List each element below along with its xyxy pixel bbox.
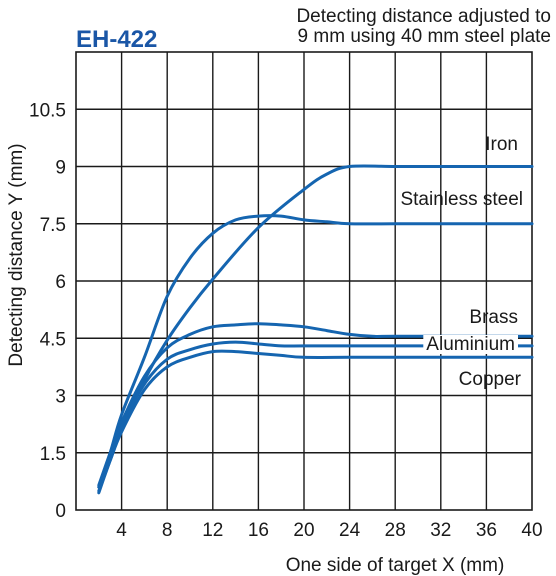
series-line-stainless-steel	[97, 214, 534, 489]
x-tick-label: 4	[116, 520, 127, 541]
y-tick-label: 9	[55, 158, 66, 179]
series-label-aluminium: Aluminium	[426, 334, 515, 355]
model-title: EH-422	[76, 26, 157, 53]
note-line-1: Detecting distance adjusted to	[296, 6, 551, 27]
x-tick-label: 8	[162, 520, 173, 541]
x-tick-label: 24	[339, 520, 361, 541]
series-label-stainless-steel: Stainless steel	[400, 189, 523, 210]
series-label-backing	[423, 335, 518, 354]
x-tick-labels: 4 8 12 16 20 24 28 32 36 40	[116, 520, 542, 541]
y-tick-label: 0	[55, 501, 66, 522]
series-label-iron: Iron	[485, 134, 518, 155]
series-labels: Iron Stainless steel Brass Aluminium Copper	[400, 134, 523, 390]
x-tick-label: 36	[476, 520, 497, 541]
y-axis-label: Detecting distance Y (mm)	[6, 143, 27, 366]
series-line-copper	[97, 349, 534, 495]
series-line-brass	[97, 322, 534, 487]
series-line-aluminium	[97, 340, 534, 489]
y-tick-labels: 0 1.5 3 4.5 6 7.5 9 10.5	[29, 100, 66, 522]
y-tick-label: 7.5	[40, 215, 66, 236]
y-tick-label: 1.5	[40, 444, 66, 465]
note-line-2: 9 mm using 40 mm steel plate	[298, 26, 551, 47]
series-label-copper: Copper	[459, 369, 522, 390]
y-tick-label: 4.5	[40, 329, 66, 350]
x-tick-label: 28	[385, 520, 406, 541]
x-tick-label: 40	[521, 520, 542, 541]
x-tick-label: 20	[293, 520, 314, 541]
grid	[75, 51, 533, 511]
x-tick-label: 12	[202, 520, 223, 541]
series-lines	[97, 164, 534, 495]
series-label-brass: Brass	[469, 307, 518, 328]
y-tick-label: 6	[55, 272, 66, 293]
x-tick-label: 32	[430, 520, 451, 541]
y-tick-label: 10.5	[29, 100, 66, 121]
x-axis-label: One side of target X (mm)	[286, 555, 505, 576]
y-tick-label: 3	[55, 387, 66, 408]
x-tick-label: 16	[248, 520, 269, 541]
